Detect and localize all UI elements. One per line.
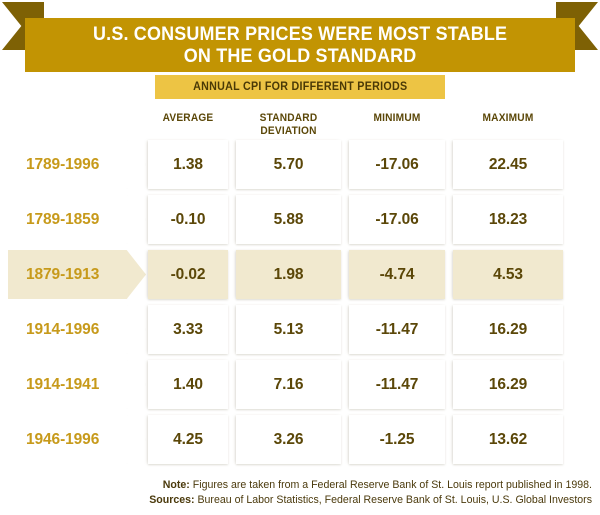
table-body: 1789-1996 1.38 5.70 -17.06 22.45 1789-18…	[0, 140, 600, 470]
footer-note-text: Figures are taken from a Federal Reserve…	[189, 479, 592, 491]
cell-minimum: -17.06	[349, 195, 445, 244]
cell-average: -0.10	[148, 195, 228, 244]
table-row: 1789-1859 -0.10 5.88 -17.06 18.23	[0, 195, 600, 244]
row-period-cell: 1946-1996	[8, 415, 146, 464]
cell-maximum: 18.23	[453, 195, 563, 244]
row-period-label: 1879-1913	[26, 265, 100, 283]
cell-maximum: 13.62	[453, 415, 563, 464]
value-minimum: -4.74	[379, 265, 415, 283]
value-standard-deviation: 3.26	[273, 430, 304, 448]
cell-average: 1.40	[148, 360, 228, 409]
value-maximum: 16.29	[488, 320, 528, 338]
row-period-label: 1914-1941	[26, 375, 100, 393]
table-row: 1789-1996 1.38 5.70 -17.06 22.45	[0, 140, 600, 189]
value-standard-deviation: 7.16	[273, 375, 304, 393]
subtitle-label: ANNUAL CPI FOR DIFFERENT PERIODS	[192, 81, 408, 93]
value-average: 4.25	[173, 430, 203, 448]
value-minimum: -11.47	[375, 320, 419, 338]
table-row-highlighted: 1879-1913 -0.02 1.98 -4.74 4.53	[0, 250, 600, 299]
cell-average: 3.33	[148, 305, 228, 354]
cell-average: 1.38	[148, 140, 228, 189]
cell-average: 4.25	[148, 415, 228, 464]
value-minimum: -17.06	[375, 155, 419, 173]
cell-maximum: 16.29	[453, 360, 563, 409]
table-row: 1914-1941 1.40 7.16 -11.47 16.29	[0, 360, 600, 409]
value-maximum: 16.29	[488, 375, 528, 393]
value-maximum: 18.23	[488, 210, 528, 228]
table-row: 1914-1996 3.33 5.13 -11.47 16.29	[0, 305, 600, 354]
value-maximum: 13.62	[488, 430, 528, 448]
value-average: 3.33	[173, 320, 203, 338]
row-period-label: 1914-1996	[26, 320, 100, 338]
page-title: U.S. CONSUMER PRICES WERE MOST STABLE ON…	[92, 23, 508, 67]
column-header-minimum: MINIMUM	[373, 112, 421, 124]
footer-sources-text: Bureau of Labor Statistics, Federal Rese…	[194, 493, 592, 506]
value-minimum: -17.06	[375, 210, 419, 228]
value-standard-deviation: 5.13	[273, 320, 304, 338]
column-header-average: AVERAGE	[162, 112, 214, 124]
value-maximum: 22.45	[488, 155, 528, 173]
cell-maximum: 4.53	[453, 250, 563, 299]
cell-standard-deviation: 5.70	[236, 140, 341, 189]
cell-minimum: -11.47	[349, 305, 445, 354]
footer-sources-line: Sources: Bureau of Labor Statistics, Fed…	[0, 493, 592, 508]
cell-minimum: -11.47	[349, 360, 445, 409]
row-period-cell: 1914-1941	[8, 360, 146, 409]
cell-standard-deviation: 5.88	[236, 195, 341, 244]
cell-minimum: -17.06	[349, 140, 445, 189]
value-average: 1.38	[173, 155, 203, 173]
row-period-label: 1946-1996	[26, 430, 100, 448]
cell-standard-deviation: 5.13	[236, 305, 341, 354]
cell-average: -0.02	[148, 250, 228, 299]
value-average: -0.10	[170, 210, 206, 228]
column-header-maximum: MAXIMUM	[482, 112, 534, 124]
subtitle-bar: ANNUAL CPI FOR DIFFERENT PERIODS	[155, 75, 445, 99]
cell-minimum: -1.25	[349, 415, 445, 464]
cell-standard-deviation: 3.26	[236, 415, 341, 464]
column-header-standard-deviation: STANDARD DEVIATION	[259, 112, 318, 137]
value-standard-deviation: 1.98	[273, 265, 304, 283]
value-average: 1.40	[173, 375, 203, 393]
value-minimum: -11.47	[375, 375, 419, 393]
row-period-label: 1789-1996	[26, 155, 100, 173]
cell-maximum: 22.45	[453, 140, 563, 189]
row-period-label: 1789-1859	[26, 210, 100, 228]
footer-notes: Note: Figures are taken from a Federal R…	[0, 478, 600, 507]
value-standard-deviation: 5.88	[273, 210, 304, 228]
row-period-cell: 1789-1859	[8, 195, 146, 244]
value-average: -0.02	[170, 265, 206, 283]
footer-note-label: Note:	[162, 479, 190, 491]
table-column-headers: AVERAGE STANDARD DEVIATION MINIMUM MAXIM…	[0, 112, 600, 140]
cell-maximum: 16.29	[453, 305, 563, 354]
table-row: 1946-1996 4.25 3.26 -1.25 13.62	[0, 415, 600, 464]
cell-standard-deviation: 1.98	[236, 250, 341, 299]
value-maximum: 4.53	[493, 265, 523, 283]
footer-note-line: Note: Figures are taken from a Federal R…	[0, 478, 592, 493]
row-period-cell: 1914-1996	[8, 305, 146, 354]
footer-sources-label: Sources:	[149, 493, 195, 506]
ribbon-banner: U.S. CONSUMER PRICES WERE MOST STABLE ON…	[25, 18, 575, 72]
ribbon-header: U.S. CONSUMER PRICES WERE MOST STABLE ON…	[0, 0, 600, 72]
cell-minimum: -4.74	[349, 250, 445, 299]
row-period-cell: 1789-1996	[8, 140, 146, 189]
cell-standard-deviation: 7.16	[236, 360, 341, 409]
value-standard-deviation: 5.70	[273, 155, 304, 173]
row-period-cell: 1879-1913	[8, 250, 146, 299]
value-minimum: -1.25	[379, 430, 415, 448]
